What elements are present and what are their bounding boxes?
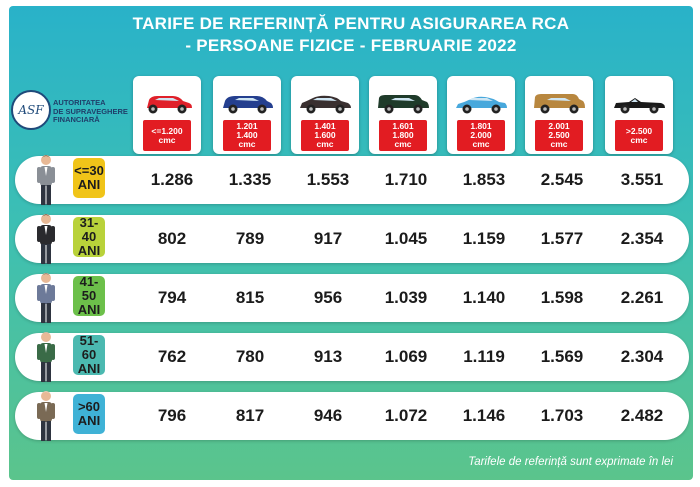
rate-value: 796: [157, 406, 187, 425]
convertible-icon: [614, 98, 665, 114]
engine-capacity-label: 2.001 2.500 cmc: [535, 120, 583, 151]
rate-value: 1.335: [228, 170, 272, 189]
rate-value: 1.039: [384, 288, 428, 307]
engine-capacity-label: 1.601 1.800 cmc: [379, 120, 427, 151]
age-badge: 51-60 ANI: [73, 334, 105, 376]
rate-value: 1.286: [150, 170, 194, 189]
age-group-row: <=30 ANI 1.286 1.335 1.553 1.710 1.853 2.545 3.5…: [15, 155, 689, 205]
rate-value: 2.545: [540, 170, 584, 189]
engine-capacity-label: >2.500 cmc: [615, 120, 663, 151]
engine-category-6: 2.001 2.500 cmc: [525, 76, 593, 154]
age-badge: 41-50 ANI: [73, 275, 105, 317]
rate-value: 1.159: [462, 229, 506, 248]
rate-value: 762: [157, 347, 187, 366]
rate-value: 1.569: [540, 347, 584, 366]
age-badge: >60 ANI: [73, 394, 105, 434]
rate-value: 817: [235, 406, 265, 425]
rate-value: 780: [235, 347, 265, 366]
engine-category-1: <=1.200 cmc: [133, 76, 201, 154]
engine-category-5: 1.801 2.000 cmc: [447, 76, 515, 154]
sedan-icon: [300, 95, 351, 114]
rate-value: 789: [235, 229, 265, 248]
asf-logo: ASF AUTORITATEA DE SUPRAVEGHERE FINANCIA…: [11, 90, 128, 130]
asf-logo-text: AUTORITATEA DE SUPRAVEGHERE FINANCIARĂ: [53, 98, 128, 124]
rate-value: 1.069: [384, 347, 428, 366]
rate-value: 913: [313, 347, 343, 366]
engine-category-2: 1.201 1.400 cmc: [213, 76, 281, 154]
rate-value: 802: [157, 229, 187, 248]
rate-value: 2.261: [620, 288, 664, 307]
elderly-man-icon: [37, 391, 55, 441]
rate-value: 815: [235, 288, 265, 307]
compact-suv-icon: [223, 96, 273, 114]
rate-value: 3.551: [620, 170, 664, 189]
age-badge: <=30 ANI: [73, 158, 105, 198]
asf-seal-icon: ASF: [11, 90, 51, 130]
age-group-row: 31-40 ANI 802 789 917 1.045 1.159 1.577 2.354: [15, 214, 689, 264]
rate-value: 1.045: [384, 229, 428, 248]
estate-car-icon: [378, 95, 429, 114]
engine-capacity-label: 1.401 1.600 cmc: [301, 120, 349, 151]
rate-value: 1.598: [540, 288, 584, 307]
young-man-icon: [37, 155, 55, 205]
man-in-suit-icon: [37, 214, 55, 264]
rate-value: 2.304: [620, 347, 664, 366]
age-group-row: >60 ANI 796 817 946 1.072 1.146 1.703 2.482: [15, 391, 689, 441]
rate-value: 1.853: [462, 170, 506, 189]
age-group-row: 51-60 ANI 762 780 913 1.069 1.119 1.569 2.304: [15, 332, 689, 382]
rate-value: 1.703: [540, 406, 584, 425]
rate-value: 1.577: [540, 229, 584, 248]
rate-value: 1.146: [462, 406, 506, 425]
engine-category-7: >2.500 cmc: [605, 76, 673, 154]
sports-sedan-icon: [456, 96, 507, 114]
engine-category-4: 1.601 1.800 cmc: [369, 76, 437, 154]
rate-value: 1.553: [306, 170, 350, 189]
rate-value: 946: [313, 406, 343, 425]
engine-capacity-label: 1.201 1.400 cmc: [223, 120, 271, 151]
rate-value: 1.119: [463, 347, 505, 366]
rate-value: 794: [157, 288, 187, 307]
hatchback-icon: [147, 96, 192, 114]
age-group-row: 41-50 ANI 794 815 956 1.039 1.140 1.598 2.261: [15, 273, 689, 323]
footer-note: Tarifele de referință sunt exprimate în …: [468, 456, 673, 468]
title-line-2: - PERSOANE FIZICE - FEBRUARIE 2022: [185, 36, 517, 55]
title-line-1: TARIFE DE REFERINȚĂ PENTRU ASIGURAREA RC…: [132, 14, 570, 33]
rate-value: 1.710: [384, 170, 428, 189]
engine-capacity-label: 1.801 2.000 cmc: [457, 120, 505, 151]
rate-value: 1.140: [462, 288, 506, 307]
infographic-frame: TARIFE DE REFERINȚĂ PENTRU ASIGURAREA RC…: [9, 6, 693, 480]
rate-value: 956: [313, 288, 343, 307]
rate-value: 2.482: [620, 406, 664, 425]
middle-aged-man-icon: [37, 273, 55, 323]
rate-value: 1.072: [384, 406, 428, 425]
suv-icon: [534, 94, 585, 114]
engine-capacity-label: <=1.200 cmc: [143, 120, 191, 151]
rate-value: 917: [313, 229, 343, 248]
engine-category-3: 1.401 1.600 cmc: [291, 76, 359, 154]
rate-value: 2.354: [620, 229, 664, 248]
man-with-vest-icon: [37, 332, 55, 382]
age-badge: 31-40 ANI: [73, 216, 105, 258]
